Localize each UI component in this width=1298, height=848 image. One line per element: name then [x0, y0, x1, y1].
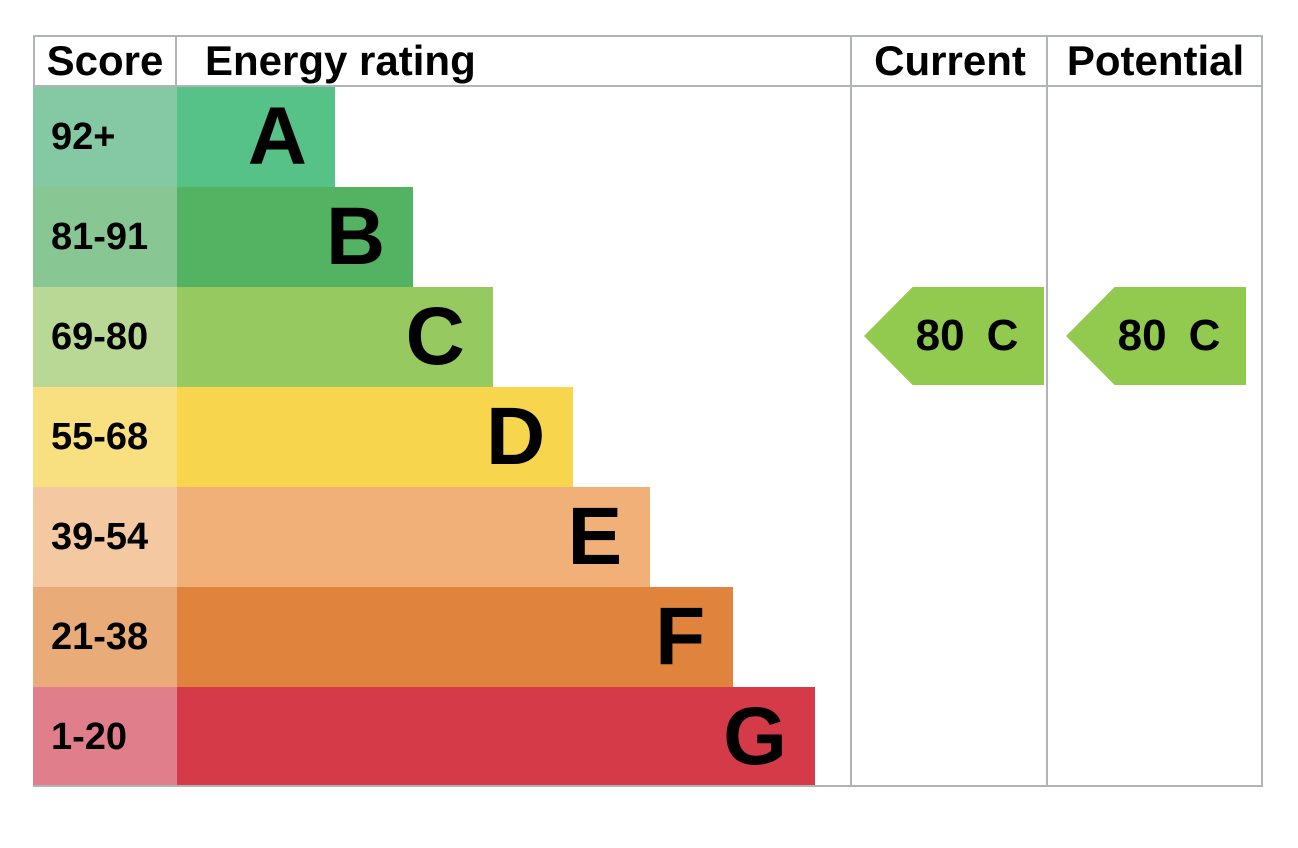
current-column-header: Current: [874, 37, 1026, 84]
band-letter: C: [405, 291, 465, 382]
band-letter: F: [655, 591, 706, 682]
score-range-cell: 1-20: [33, 687, 177, 787]
rating-bar-c: C: [177, 287, 493, 387]
score-column-header: Score: [46, 37, 164, 84]
band-letter: A: [247, 91, 307, 182]
score-range-cell: 21-38: [33, 587, 177, 687]
band-letter: D: [486, 391, 546, 482]
band-row-c: 69-80 C: [33, 287, 1263, 387]
score-range-cell: 39-54: [33, 487, 177, 587]
border-header-bottom: [33, 85, 1263, 87]
divider-current-potential: [1046, 35, 1048, 787]
bar-track: D: [177, 387, 852, 487]
chart-header-row: Score Energy rating Current Potential: [33, 35, 1263, 87]
rating-bar-g: G: [177, 687, 815, 787]
score-range-cell: 55-68: [33, 387, 177, 487]
score-range-cell: 92+: [33, 87, 177, 187]
rating-bar-e: E: [177, 487, 651, 587]
band-row-b: 81-91 B: [33, 187, 1263, 287]
band-row-f: 21-38 F: [33, 587, 1263, 687]
current-score-value: 80: [915, 311, 965, 360]
bar-track: A: [177, 87, 852, 187]
score-range-cell: 81-91: [33, 187, 177, 287]
band-letter: E: [567, 491, 623, 582]
border-bottom: [33, 785, 1263, 787]
bar-track: C: [177, 287, 852, 387]
rating-bar-b: B: [177, 187, 414, 287]
bar-track: G: [177, 687, 852, 787]
band-row-e: 39-54 E: [33, 487, 1263, 587]
rating-bar-a: A: [177, 87, 335, 187]
band-letter: G: [723, 691, 787, 782]
score-range-cell: 69-80: [33, 287, 177, 387]
bar-track: F: [177, 587, 852, 687]
bar-track: B: [177, 187, 852, 287]
band-letter: B: [326, 191, 386, 282]
border-right: [1261, 35, 1263, 787]
divider-rating-current: [850, 35, 852, 787]
bar-track: E: [177, 487, 852, 587]
energy-rating-column-header: Energy rating: [205, 37, 476, 84]
border-left: [33, 35, 35, 87]
potential-column-header: Potential: [1066, 37, 1245, 84]
band-row-d: 55-68 D: [33, 387, 1263, 487]
potential-band-letter: C: [1188, 311, 1221, 360]
border-top: [33, 35, 1263, 37]
band-rows: 92+ A 81-91 B 69-80 C 55-6: [33, 87, 1263, 787]
band-row-g: 1-20 G: [33, 687, 1263, 787]
rating-bar-f: F: [177, 587, 734, 687]
potential-score-value: 80: [1117, 311, 1167, 360]
band-row-a: 92+ A: [33, 87, 1263, 187]
current-band-letter: C: [986, 311, 1019, 360]
rating-bar-d: D: [177, 387, 574, 487]
divider-score-rating: [175, 35, 177, 87]
epc-rating-chart: Score Energy rating Current Potential 92…: [33, 35, 1263, 787]
